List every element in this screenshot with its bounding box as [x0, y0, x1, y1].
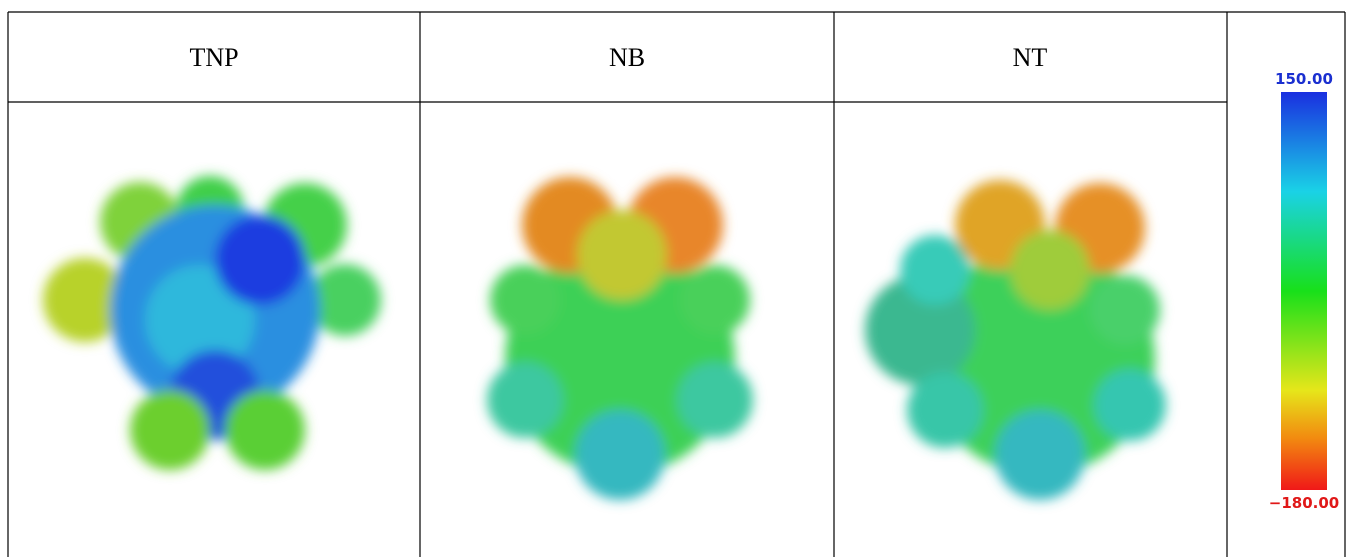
scale-max-label: 150.00: [1275, 70, 1333, 88]
lobe: [575, 410, 665, 500]
lobe: [1010, 230, 1090, 310]
lobe: [487, 362, 563, 438]
nt-surface: [865, 180, 1166, 500]
lobe: [1094, 369, 1166, 441]
lobe: [900, 235, 970, 305]
figure-table: TNP NB NT: [0, 0, 1355, 557]
scale-min-label: −180.00: [1269, 494, 1339, 512]
ring: [215, 215, 305, 305]
tnp-surface: [43, 176, 381, 470]
column-header: NT: [1013, 43, 1048, 72]
lobe: [577, 210, 667, 300]
lobe: [309, 264, 381, 336]
lobe: [995, 410, 1085, 500]
lobe: [677, 362, 753, 438]
nb-surface: [487, 177, 753, 500]
lobe: [490, 265, 560, 335]
lobe: [225, 390, 305, 470]
color-scale-bar: [1281, 92, 1327, 490]
lobe: [680, 265, 750, 335]
lobe: [907, 372, 983, 448]
column-header: TNP: [189, 43, 238, 72]
lobe: [1090, 275, 1160, 345]
column-header: NB: [609, 43, 645, 72]
lobe: [130, 390, 210, 470]
